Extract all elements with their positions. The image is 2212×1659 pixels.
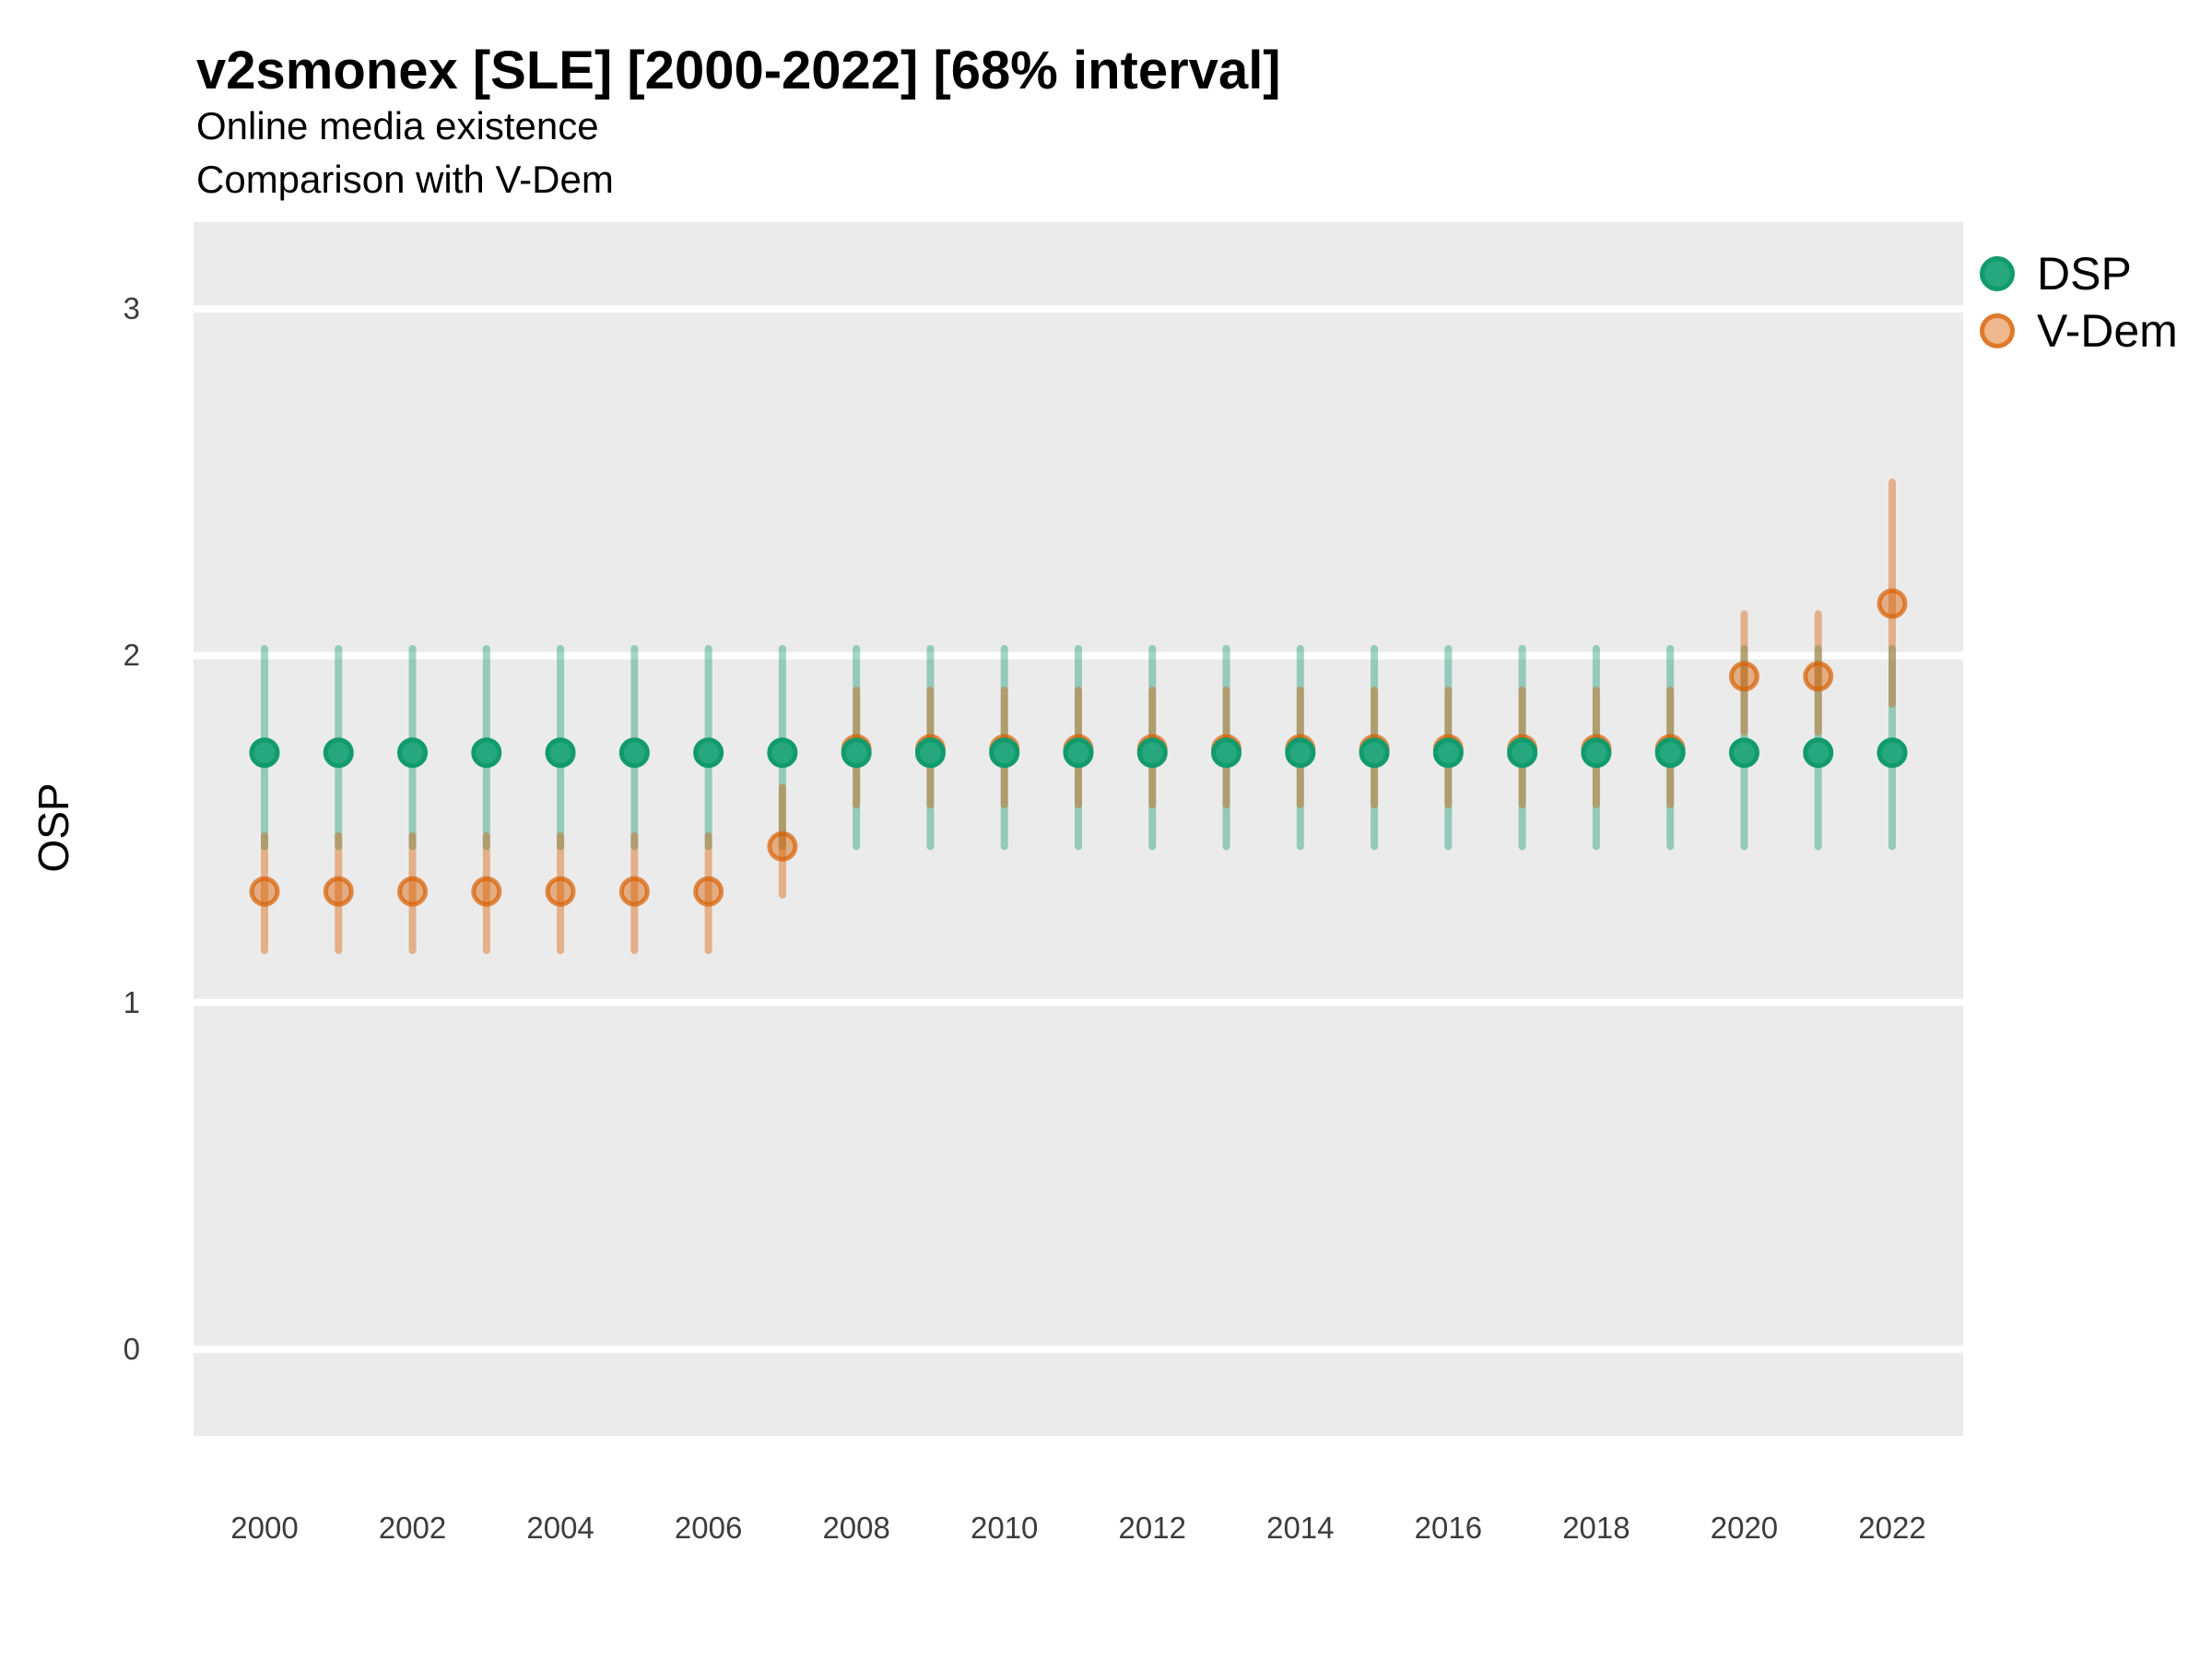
- chart-subtitle: Online media existence: [196, 104, 599, 147]
- dsp-point-key-icon: [1980, 256, 2015, 291]
- dsp-point: [471, 737, 502, 769]
- x-tick-label-2000: 2000: [230, 1511, 299, 1545]
- vdem-point: [249, 876, 280, 907]
- vdem-point: [397, 876, 429, 907]
- dsp-point: [1136, 737, 1168, 769]
- chart-title: v2smonex [SLE] [2000-2022] [68% interval…: [196, 41, 1281, 100]
- vdem-point: [1728, 661, 1759, 692]
- vdem-point: [693, 876, 724, 907]
- vdem-point: [545, 876, 576, 907]
- y-tick-label-2: 2: [123, 638, 140, 673]
- dsp-point: [1654, 737, 1686, 769]
- dsp-point: [767, 737, 798, 769]
- dsp-point: [1581, 737, 1612, 769]
- legend-label-vdem: V-Dem: [2037, 305, 2178, 357]
- legend-label-dsp: DSP: [2037, 248, 2132, 300]
- vdem-point: [471, 876, 502, 907]
- x-tick-label-2010: 2010: [971, 1511, 1039, 1545]
- x-tick-label-2012: 2012: [1118, 1511, 1186, 1545]
- x-tick-label-2020: 2020: [1710, 1511, 1779, 1545]
- dsp-point: [989, 737, 1020, 769]
- dsp-point: [545, 737, 576, 769]
- y-tick-label-3: 3: [123, 291, 140, 326]
- dsp-point: [397, 737, 429, 769]
- x-tick-label-2022: 2022: [1858, 1511, 1926, 1545]
- dsp-point: [1432, 737, 1464, 769]
- dsp-point: [323, 737, 354, 769]
- plot-panel: [194, 222, 1963, 1436]
- x-tick-label-2006: 2006: [674, 1511, 743, 1545]
- chart-subtitle-2: Comparison with V-Dem: [196, 158, 614, 201]
- legend-item-dsp: DSP: [1980, 245, 2178, 302]
- dsp-point: [841, 737, 872, 769]
- dsp-point: [1211, 737, 1242, 769]
- vdem-point-key-icon: [1980, 313, 2015, 348]
- y-tick-label-1: 1: [123, 984, 140, 1019]
- x-tick-label-2004: 2004: [526, 1511, 594, 1545]
- dsp-point: [1063, 737, 1094, 769]
- legend: DSP V-Dem: [1980, 245, 2178, 359]
- dsp-point: [618, 737, 650, 769]
- vdem-point: [1803, 661, 1834, 692]
- dsp-point: [249, 737, 280, 769]
- x-tick-label-2016: 2016: [1414, 1511, 1483, 1545]
- dsp-point: [1728, 737, 1759, 769]
- dsp-point: [1507, 737, 1538, 769]
- vdem-point: [618, 876, 650, 907]
- dsp-point: [914, 737, 946, 769]
- vdem-point: [1877, 588, 1908, 619]
- y-tick-label-0: 0: [123, 1331, 140, 1366]
- dsp-point: [1803, 737, 1834, 769]
- dsp-point: [1877, 737, 1908, 769]
- vdem-point: [767, 830, 798, 862]
- x-tick-label-2018: 2018: [1562, 1511, 1630, 1545]
- y-axis-title: OSP: [29, 782, 77, 873]
- plot-area-svg: [194, 305, 1963, 1353]
- dsp-point: [693, 737, 724, 769]
- x-tick-label-2002: 2002: [378, 1511, 447, 1545]
- legend-item-vdem: V-Dem: [1980, 302, 2178, 359]
- x-tick-label-2014: 2014: [1266, 1511, 1335, 1545]
- x-tick-label-2008: 2008: [822, 1511, 890, 1545]
- dsp-point: [1359, 737, 1390, 769]
- dsp-point: [1285, 737, 1316, 769]
- vdem-point: [323, 876, 354, 907]
